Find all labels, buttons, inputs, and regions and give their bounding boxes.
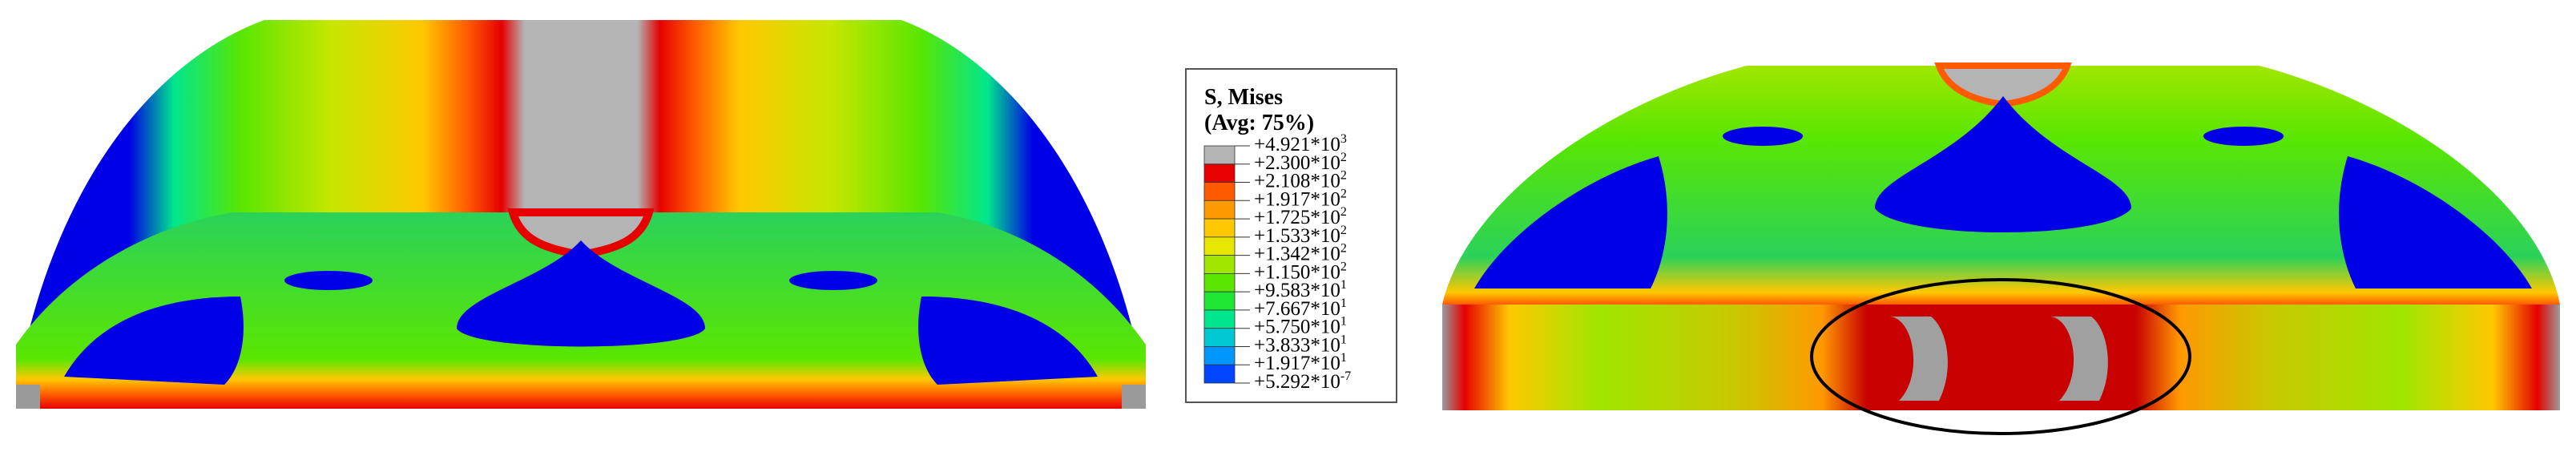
legend-label-exponent: 2	[1340, 187, 1347, 200]
legend-title: S, Mises	[1204, 85, 1283, 110]
legend-label-exponent: 1	[1340, 351, 1347, 365]
legend-label-exponent: 1	[1340, 278, 1347, 292]
legend-swatch	[1203, 163, 1236, 183]
legend-label: +1.342*102	[1254, 241, 1347, 264]
legend-label-base: +4.921*10	[1254, 134, 1340, 155]
legend-swatch	[1203, 236, 1236, 256]
legend-swatch	[1203, 255, 1236, 274]
legend: S, Mises (Avg: 75%) +4.921*103+2.300*102…	[1185, 68, 1397, 403]
left-model	[16, 20, 1146, 409]
legend-label-exponent: 1	[1340, 333, 1347, 346]
legend-swatch	[1203, 272, 1236, 293]
legend-label-base: +1.917*10	[1254, 353, 1340, 374]
legend-label-base: +1.150*10	[1254, 261, 1340, 283]
legend-swatch	[1203, 200, 1236, 220]
legend-label: +2.108*102	[1254, 168, 1347, 192]
legend-subtitle: (Avg: 75%)	[1204, 111, 1314, 135]
legend-label-exponent: 2	[1340, 150, 1347, 163]
legend-label-base: +2.300*10	[1254, 152, 1340, 174]
legend-label-base: +1.917*10	[1254, 188, 1340, 210]
legend-label-exponent: 2	[1340, 205, 1347, 219]
legend-swatch	[1203, 309, 1236, 329]
legend-label: +5.750*101	[1254, 314, 1347, 337]
legend-label: +9.583*101	[1254, 278, 1347, 301]
legend-swatch	[1203, 145, 1236, 165]
legend-label-base: +7.667*10	[1254, 298, 1340, 320]
legend-label-exponent: 2	[1340, 241, 1347, 255]
legend-label: +1.725*102	[1254, 205, 1347, 228]
legend-label-base: +1.725*10	[1254, 207, 1340, 228]
legend-label-base: +5.292*10	[1254, 371, 1340, 393]
legend-swatch	[1203, 346, 1236, 365]
legend-label: +1.917*101	[1254, 351, 1347, 374]
legend-swatch	[1203, 364, 1236, 384]
legend-label: +1.917*102	[1254, 187, 1347, 210]
legend-swatch	[1203, 182, 1236, 201]
legend-swatch	[1203, 218, 1236, 238]
legend-swatch	[1203, 291, 1236, 311]
legend-label-exponent: 2	[1340, 168, 1347, 182]
legend-label-exponent: -7	[1340, 369, 1351, 383]
legend-label: +1.533*102	[1254, 224, 1347, 247]
legend-label-exponent: 1	[1340, 297, 1347, 310]
legend-label: +7.667*101	[1254, 297, 1347, 320]
legend-label-exponent: 2	[1340, 224, 1347, 237]
legend-label-exponent: 2	[1340, 260, 1347, 273]
legend-label-base: +2.108*10	[1254, 170, 1340, 192]
legend-swatch	[1203, 328, 1236, 347]
legend-label: +4.921*103	[1254, 132, 1347, 155]
legend-label-exponent: 1	[1340, 314, 1347, 328]
legend-label-base: +3.833*10	[1254, 334, 1340, 356]
right-model	[1442, 63, 2560, 435]
legend-label-base: +1.342*10	[1254, 243, 1340, 264]
legend-label: +3.833*101	[1254, 333, 1347, 356]
legend-label: +2.300*102	[1254, 150, 1347, 173]
legend-label: +1.150*102	[1254, 260, 1347, 283]
legend-label-base: +5.750*10	[1254, 316, 1340, 337]
legend-label-base: +9.583*10	[1254, 280, 1340, 301]
legend-label-base: +1.533*10	[1254, 225, 1340, 247]
legend-label: +5.292*10-7	[1254, 369, 1351, 393]
legend-label-exponent: 3	[1340, 132, 1347, 146]
